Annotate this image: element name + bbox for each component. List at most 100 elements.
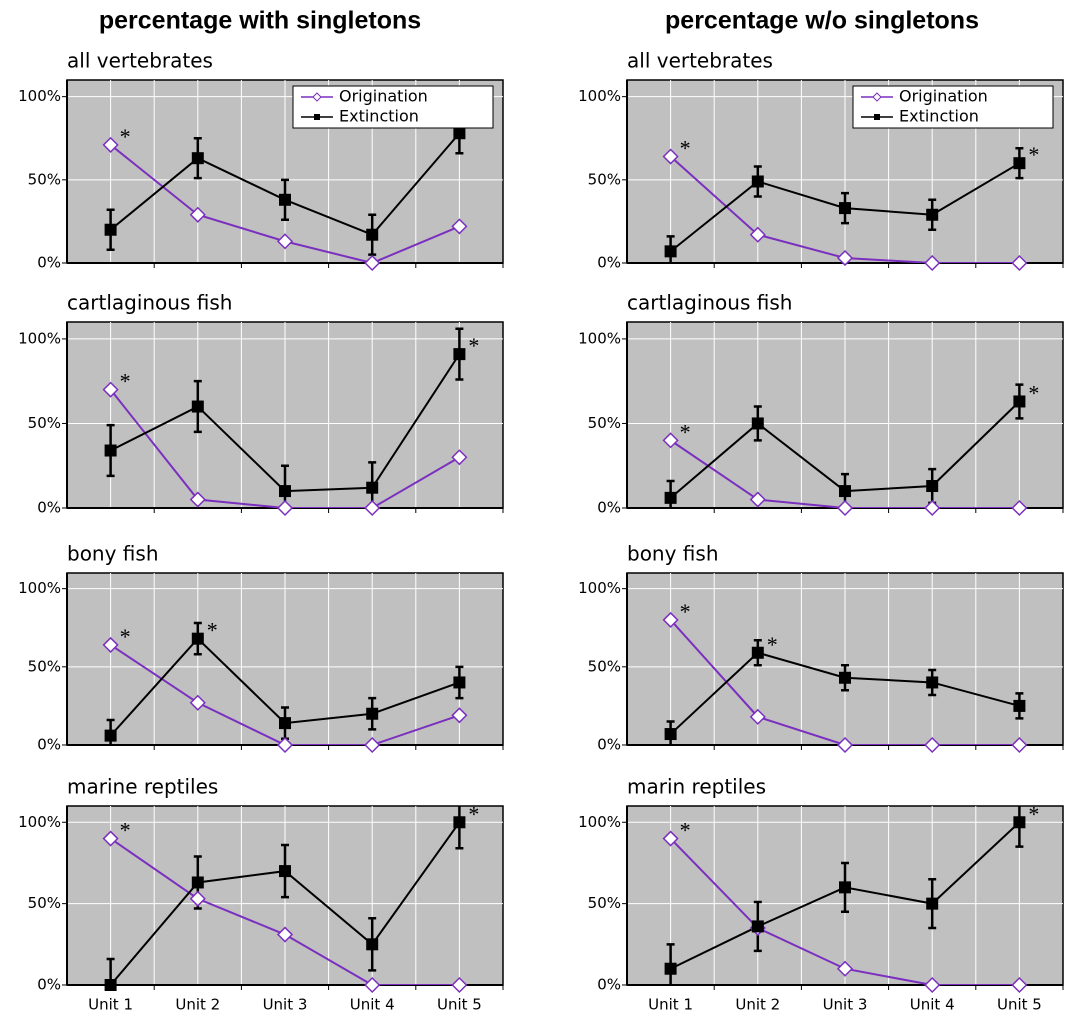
panel-title: cartlaginous fish bbox=[627, 291, 792, 315]
marker bbox=[926, 208, 939, 221]
marker bbox=[751, 920, 764, 933]
marker bbox=[364, 736, 381, 754]
y-tick-label: 100% bbox=[578, 329, 621, 347]
y-tick-label: 50% bbox=[588, 414, 621, 432]
marker bbox=[751, 417, 764, 430]
legend-box bbox=[292, 85, 494, 129]
y-tick-label: 0% bbox=[37, 499, 61, 517]
significance-note: * bbox=[1028, 801, 1039, 826]
marker bbox=[836, 249, 854, 267]
marker bbox=[924, 736, 941, 754]
panel-title: bony fish bbox=[627, 542, 719, 566]
x-tick-label: Unit 2 bbox=[175, 996, 220, 1014]
column-header: percentage with singletons bbox=[99, 7, 421, 35]
y-tick-label: 50% bbox=[28, 170, 61, 188]
marker bbox=[451, 707, 468, 724]
legend-box bbox=[852, 85, 1054, 129]
significance-note: * bbox=[120, 624, 131, 649]
x-tick-label: Unit 5 bbox=[997, 996, 1042, 1014]
marker bbox=[1011, 499, 1028, 517]
marker bbox=[279, 865, 291, 878]
y-tick-label: 0% bbox=[597, 499, 621, 517]
marker bbox=[1011, 976, 1028, 994]
significance-note: * bbox=[767, 632, 778, 657]
x-tick-label: Unit 3 bbox=[263, 996, 308, 1014]
significance-note: * bbox=[468, 333, 479, 358]
y-tick-label: 0% bbox=[37, 736, 61, 754]
marker bbox=[662, 432, 679, 449]
marker bbox=[664, 962, 677, 975]
marker bbox=[1013, 395, 1026, 408]
column-header: percentage w/o singletons bbox=[665, 7, 979, 35]
panel-title: marin reptiles bbox=[627, 775, 766, 799]
series-line bbox=[670, 439, 1020, 508]
marker bbox=[839, 202, 851, 215]
series-line bbox=[669, 619, 1020, 745]
y-tick-label: 100% bbox=[18, 813, 61, 831]
marker bbox=[102, 136, 119, 153]
marker bbox=[102, 381, 119, 398]
marker bbox=[839, 671, 851, 684]
marker bbox=[364, 976, 381, 994]
marker bbox=[749, 226, 766, 243]
y-tick-label: 50% bbox=[28, 657, 61, 675]
legend-label: Origination bbox=[339, 87, 428, 106]
panel-title: bony fish bbox=[67, 542, 159, 566]
marker bbox=[749, 491, 766, 508]
marker bbox=[364, 254, 381, 272]
y-tick-label: 0% bbox=[37, 976, 61, 994]
y-tick-label: 50% bbox=[588, 894, 621, 912]
significance-note: * bbox=[207, 618, 218, 643]
marker bbox=[926, 676, 939, 689]
marker bbox=[1013, 699, 1026, 712]
marker bbox=[102, 636, 119, 653]
significance-note: * bbox=[468, 801, 479, 826]
marker bbox=[189, 491, 206, 508]
legend-marker bbox=[314, 114, 320, 120]
marker bbox=[662, 830, 679, 847]
marker bbox=[276, 736, 294, 754]
marker bbox=[1013, 157, 1026, 170]
marker bbox=[102, 830, 119, 847]
x-tick-label: Unit 5 bbox=[437, 996, 482, 1014]
marker bbox=[924, 976, 941, 994]
y-tick-label: 100% bbox=[18, 87, 61, 105]
marker bbox=[276, 926, 294, 943]
panel-title: all vertebrates bbox=[627, 49, 773, 73]
significance-note: * bbox=[1028, 381, 1039, 406]
marker bbox=[1011, 254, 1028, 272]
marker bbox=[366, 938, 379, 951]
x-tick-label: Unit 4 bbox=[350, 996, 395, 1014]
significance-note: * bbox=[680, 599, 691, 624]
marker bbox=[366, 481, 379, 494]
marker bbox=[664, 728, 677, 741]
series-line bbox=[110, 644, 460, 745]
legend-marker bbox=[872, 92, 882, 102]
panel-title: marine reptiles bbox=[67, 775, 218, 799]
marker bbox=[451, 218, 468, 235]
significance-note: * bbox=[120, 369, 131, 394]
x-tick-label: Unit 1 bbox=[648, 996, 693, 1014]
y-tick-label: 0% bbox=[597, 736, 621, 754]
marker bbox=[926, 480, 939, 493]
marker bbox=[1013, 816, 1026, 829]
marker bbox=[276, 233, 294, 250]
y-tick-label: 0% bbox=[37, 254, 61, 272]
marker bbox=[189, 206, 206, 223]
series-line bbox=[109, 389, 460, 508]
marker bbox=[364, 499, 381, 517]
y-tick-label: 100% bbox=[18, 329, 61, 347]
marker bbox=[664, 491, 677, 504]
marker bbox=[836, 499, 854, 517]
marker bbox=[664, 245, 677, 258]
y-tick-label: 100% bbox=[578, 87, 621, 105]
y-tick-label: 100% bbox=[18, 579, 61, 597]
marker bbox=[104, 223, 117, 236]
marker bbox=[191, 152, 204, 165]
y-tick-label: 50% bbox=[588, 657, 621, 675]
legend-label: Extinction bbox=[339, 107, 419, 126]
marker bbox=[453, 816, 466, 829]
marker bbox=[839, 881, 851, 894]
